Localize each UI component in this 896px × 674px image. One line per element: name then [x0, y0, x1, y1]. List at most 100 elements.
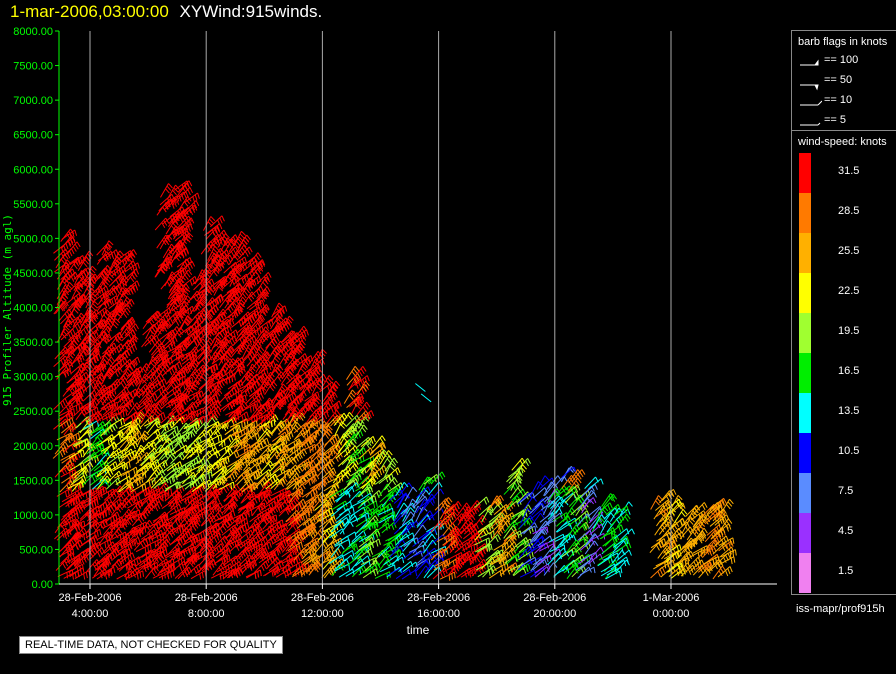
wind-barb	[408, 544, 425, 553]
wind-barb	[82, 534, 98, 545]
colorbar-label: 31.5	[838, 165, 860, 177]
wind-barb	[379, 455, 393, 470]
wind-barb	[650, 566, 666, 579]
y-tick-label: 3000.00	[13, 372, 53, 384]
wind-barb	[124, 509, 141, 519]
wind-barb	[107, 454, 123, 465]
wind-barb	[103, 441, 118, 455]
wind-barb	[56, 284, 70, 300]
colorbar-label: 19.5	[838, 325, 860, 337]
wind-barb	[56, 328, 70, 343]
x-tick-date: 28-Feb-2006	[291, 592, 354, 604]
wind-barb	[56, 366, 71, 380]
wind-barb	[69, 567, 85, 578]
wind-barb	[97, 250, 114, 262]
colorbar-swatch	[799, 553, 811, 593]
wind-barb	[97, 497, 113, 510]
y-tick-label: 8000.00	[13, 26, 53, 38]
wind-barb	[53, 242, 69, 254]
colorbar-swatch	[799, 513, 811, 553]
barb-legend-icons	[800, 59, 822, 126]
barb-5-icon	[800, 122, 821, 126]
wind-barb	[73, 404, 89, 417]
wind-barb	[114, 386, 130, 399]
wind-barb	[69, 490, 85, 503]
wind-barb	[60, 552, 75, 565]
colorbar-label: 4.5	[838, 525, 854, 537]
y-tick-label: 1500.00	[13, 475, 53, 487]
wind-barb	[89, 485, 105, 496]
data-source-label: iss-mapr/prof915h	[796, 603, 885, 615]
y-tick-label: 4000.00	[13, 303, 53, 315]
wind-barb	[54, 441, 69, 455]
colorbar-label: 7.5	[838, 485, 854, 497]
wind-barb	[420, 393, 432, 403]
title-time: 1-mar-2006,03:00:00	[10, 2, 169, 21]
wind-barb	[101, 412, 118, 422]
x-tick-time: 20:00:00	[533, 608, 576, 620]
wind-barb	[717, 566, 733, 578]
wind-barb	[331, 505, 347, 517]
y-axis-label: 915 Profiler Altitude (m agl)	[1, 214, 14, 406]
wind-barb	[616, 513, 631, 528]
wind-barb	[218, 481, 235, 490]
wind-barb	[421, 476, 434, 492]
wind-barbs-layer	[52, 180, 737, 581]
wind-barb	[64, 432, 81, 442]
speed-colorbar-box: wind-speed: knots 31.5 28.5 25.5 22.5 19.5 16…	[791, 130, 896, 595]
wind-barb	[74, 554, 89, 567]
wind-barb	[403, 537, 420, 547]
wind-barb	[112, 462, 128, 472]
x-tick-labels: 28-Feb-2006 4:00:00 28-Feb-2006 8:00:00 28-F…	[59, 592, 700, 620]
wind-barb	[111, 409, 128, 419]
wind-barb	[99, 488, 115, 498]
wind-barb	[80, 494, 96, 505]
wind-barb	[98, 531, 113, 545]
wind-barb	[185, 421, 200, 434]
wind-barb	[89, 382, 104, 396]
wind-barb	[474, 496, 490, 508]
wind-barb	[82, 473, 98, 486]
colorbar-swatch	[799, 313, 811, 353]
title-name: XYWind:915winds.	[179, 2, 323, 21]
quality-warning: REAL-TIME DATA, NOT CHECKED FOR QUALITY	[19, 636, 283, 654]
legend-panel: barb flags in knots == 100 == 50 == 10 =…	[791, 30, 896, 630]
wind-barb	[197, 471, 213, 480]
colorbar-label: 10.5	[838, 445, 860, 457]
wind-barb	[70, 474, 87, 486]
barb-legend-box: barb flags in knots == 100 == 50 == 10 =…	[791, 30, 896, 131]
wind-barb	[108, 366, 123, 380]
wind-barb	[118, 448, 134, 460]
y-tick-labels: 0.00 500.00 1000.00 1500.00 2000.00 2500.00 30…	[13, 26, 53, 591]
wind-barb	[597, 556, 613, 567]
colorbar-label: 16.5	[838, 365, 860, 377]
colorbar-swatch	[799, 433, 811, 473]
wind-barb	[111, 502, 125, 516]
x-tick-date: 1-Mar-2006	[643, 592, 700, 604]
wind-barb	[246, 569, 262, 580]
x-tick-time: 0:00:00	[653, 608, 690, 620]
wind-barb	[109, 417, 126, 427]
barb-50-icon	[800, 84, 819, 91]
wind-barb	[66, 241, 81, 255]
wind-barb	[118, 339, 133, 353]
wind-barb	[179, 474, 196, 484]
wind-barb	[82, 542, 99, 554]
wind-barb	[112, 548, 128, 560]
wind-barb	[61, 229, 78, 240]
wind-barb	[63, 335, 79, 348]
colorbar-swatch	[799, 193, 811, 233]
x-tick-time: 4:00:00	[72, 608, 109, 620]
x-tick-date: 28-Feb-2006	[407, 592, 470, 604]
wind-barb	[428, 481, 443, 495]
y-tick-label: 500.00	[19, 544, 53, 556]
wind-barb	[122, 360, 138, 373]
wind-barb	[58, 460, 74, 473]
wind-barb	[60, 452, 77, 462]
wind-barb	[59, 408, 76, 418]
wind-barb	[585, 522, 601, 535]
wind-barb	[520, 525, 537, 535]
colorbar-swatch	[799, 353, 811, 393]
colorbar-label: 1.5	[838, 565, 854, 577]
barb-10-icon	[800, 100, 822, 106]
